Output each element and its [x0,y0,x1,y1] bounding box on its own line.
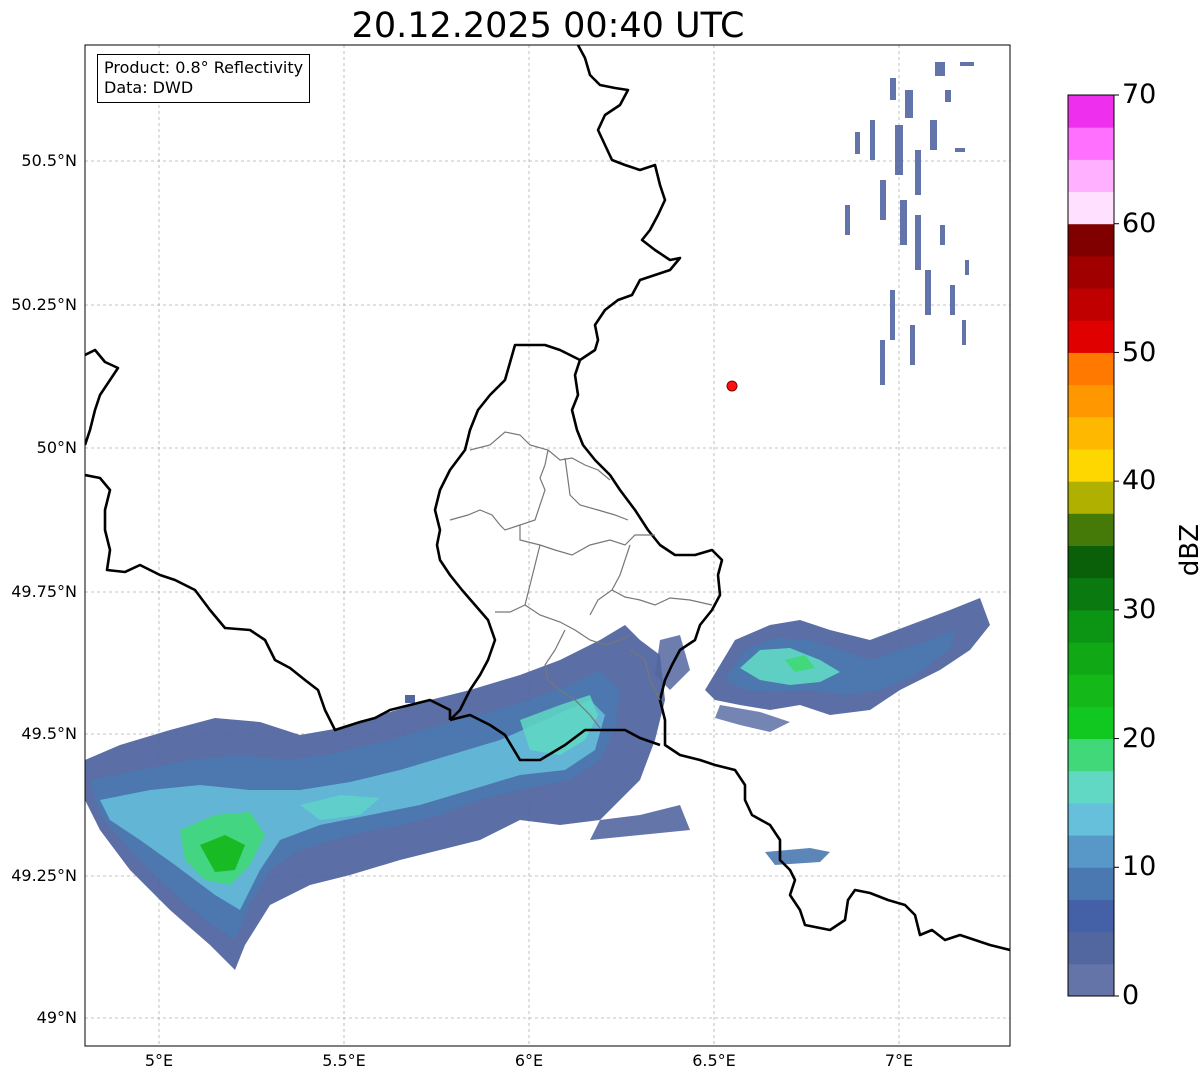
lon-tick-label: 6.5°E [692,1051,736,1070]
map-title: 20.12.2025 00:40 UTC [351,6,745,46]
colorbar-segment [1068,384,1114,418]
colorbar-segment [1068,481,1114,514]
precipitation-echoes [85,62,990,970]
colorbar-segment [1068,223,1114,257]
colorbar-segment [1068,577,1114,611]
colorbar-segment [1068,674,1114,707]
colorbar-frame [1067,94,1115,997]
colorbar-tick-label: 70 [1122,79,1157,110]
colorbar-segment [1068,642,1114,675]
lat-tick-label: 49.25°N [11,866,77,885]
colorbar-segment [1068,95,1114,128]
colorbar-tick-label: 50 [1122,337,1157,368]
colorbar-segment [1068,288,1114,321]
colorbar-segment [1068,963,1114,997]
colorbar-segment [1068,416,1114,450]
info-box: Product: 0.8° Reflectivity Data: DWD [97,54,311,103]
lon-tick-label: 5.5°E [322,1051,366,1070]
admin-borders [449,431,713,729]
lat-tick-label: 49.5°N [21,724,77,743]
colorbar-segment [1068,320,1114,353]
colorbar-segment [1068,738,1114,772]
country-borders [85,45,1010,952]
lat-tick-label: 49.75°N [11,582,77,601]
colorbar-segment [1068,448,1114,482]
colorbar-segment [1068,545,1114,579]
colorbar-tick-label: 20 [1122,723,1157,754]
colorbar-segment [1068,867,1114,900]
colorbar-segment [1068,191,1114,225]
colorbar-segment [1068,127,1114,160]
data-source-label: Data: DWD [104,78,194,97]
colorbar-segment [1068,931,1114,965]
lat-tick-label: 50.5°N [21,151,77,170]
colorbar-segment [1068,706,1114,740]
colorbar-tick-label: 10 [1122,851,1157,882]
colorbar [1068,94,1119,997]
colorbar-segment [1068,802,1114,836]
lat-tick-label: 50°N [36,438,77,457]
colorbar-tick-label: 30 [1122,594,1157,625]
colorbar-segment [1068,899,1114,933]
colorbar-tick-label: 40 [1122,465,1157,496]
colorbar-segment [1068,513,1114,546]
colorbar-segment [1068,770,1114,804]
colorbar-segment [1068,159,1114,193]
lon-tick-label: 6°E [514,1051,544,1070]
product-label: Product: 0.8° Reflectivity [104,58,304,77]
colorbar-segment [1068,255,1114,289]
map-frame [84,44,1011,1047]
colorbar-segment [1068,835,1114,868]
colorbar-tick-label: 0 [1122,980,1140,1011]
lon-tick-label: 7°E [884,1051,914,1070]
radar-site-marker [726,380,738,392]
lat-tick-label: 49°N [36,1008,77,1027]
lon-tick-label: 5°E [144,1051,174,1070]
colorbar-label: dBZ [1175,523,1202,577]
colorbar-segment [1068,352,1114,386]
colorbar-segment [1068,609,1114,643]
colorbar-tick-label: 60 [1122,208,1157,239]
lat-tick-label: 50.25°N [11,295,77,314]
